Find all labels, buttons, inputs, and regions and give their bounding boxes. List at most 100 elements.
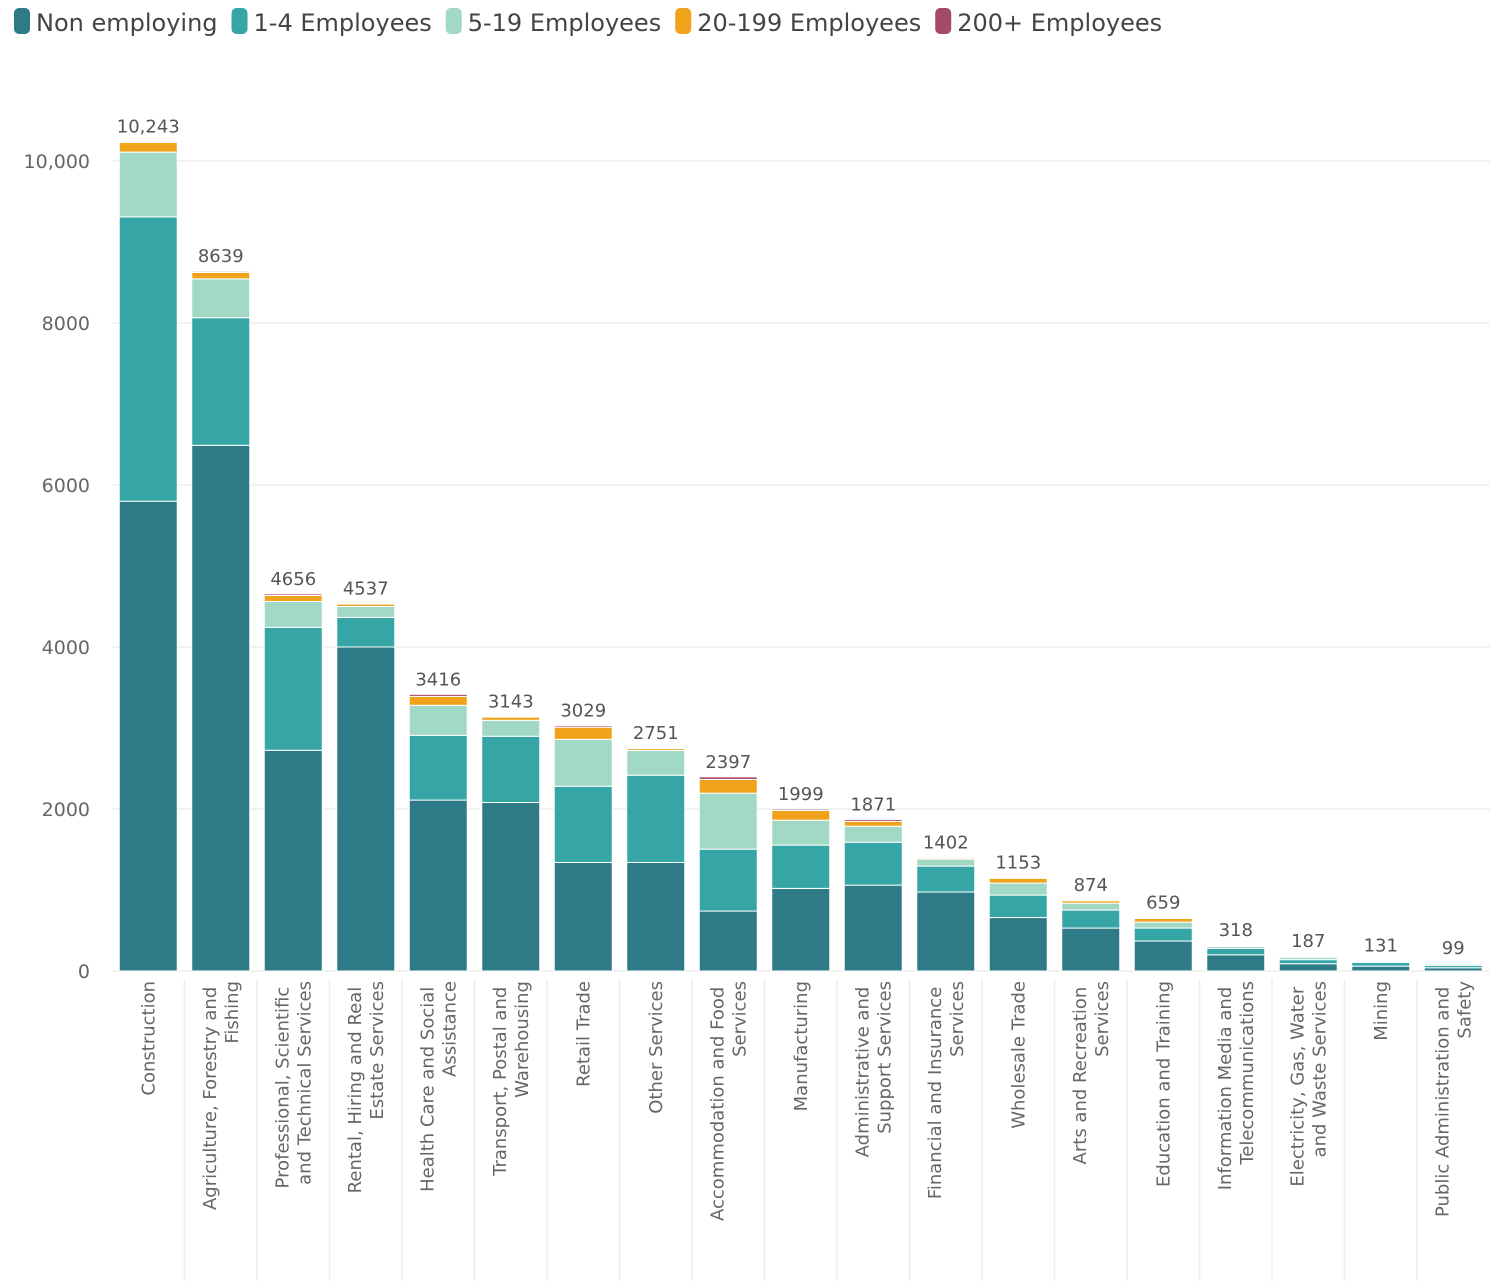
x-tick-label: Manufacturing (791, 981, 812, 1111)
bar-segment (1061, 927, 1121, 972)
bar-segment (916, 865, 976, 893)
x-tick-label: Agriculture, Forestry and Fishing (200, 981, 243, 1210)
bar-segment (1278, 963, 1338, 972)
bar-segment (626, 774, 686, 863)
legend-swatch (675, 8, 692, 34)
x-tick-label: Professional, Scientific and Technical S… (272, 981, 315, 1188)
x-tick-label: Arts and Recreation Services (1070, 981, 1113, 1164)
total-label: 3416 (415, 669, 461, 690)
total-label: 874 (1074, 875, 1108, 896)
bar-segment (263, 600, 323, 628)
bar-segment (1133, 940, 1193, 972)
x-tick-label: Accommodation and Food Services (707, 981, 750, 1221)
total-label: 1402 (923, 832, 969, 853)
total-label: 2751 (633, 723, 679, 744)
total-label: 99 (1442, 938, 1465, 959)
bar-segment (408, 704, 468, 736)
bar-segment (408, 799, 468, 972)
bar-segment (263, 594, 323, 602)
bar-segment (118, 151, 178, 218)
bar-segment (336, 603, 396, 605)
y-tick-label: 2000 (42, 799, 90, 821)
y-tick-label: 8000 (42, 313, 90, 335)
bar-segment (408, 734, 468, 801)
total-label: 3029 (560, 701, 606, 722)
bar-segment (263, 749, 323, 972)
x-tick-label: Rental, Hiring and Real Estate Services (345, 981, 388, 1193)
bar-segment (698, 778, 758, 794)
x-tick-label: Education and Training (1153, 981, 1174, 1187)
bar-segment (843, 884, 903, 972)
legend-label: Non employing (36, 9, 218, 37)
bar-segment (843, 841, 903, 886)
bar-segment (191, 271, 251, 280)
x-tick-label: Retail Trade (573, 981, 594, 1087)
bar-segment (771, 844, 831, 889)
y-tick-label: 10,000 (24, 151, 90, 173)
bar-segment (1133, 927, 1193, 942)
bar-segment (553, 738, 613, 787)
bar-segment (408, 693, 468, 697)
bar-segment (843, 825, 903, 843)
bar-segment (1206, 947, 1266, 956)
bar-segment (916, 858, 976, 867)
bar-segment (698, 848, 758, 912)
bar-segment (771, 809, 831, 821)
bar-segment (1351, 965, 1411, 972)
total-label: 10,243 (117, 116, 180, 137)
x-tick-label: Mining (1371, 981, 1392, 1041)
y-tick-label: 0 (78, 961, 90, 983)
total-label: 659 (1146, 893, 1180, 914)
legend-swatch (231, 8, 248, 34)
bar-segment (626, 861, 686, 972)
bar-segment (1061, 902, 1121, 911)
bar-segment (988, 894, 1048, 919)
bar-segment (553, 726, 613, 740)
x-tick-label: Public Administration and Safety (1432, 981, 1475, 1217)
bar-segment (481, 802, 541, 972)
y-tick-label: 6000 (42, 475, 90, 497)
x-tick-label: Transport, Postal and Warehousing (490, 981, 533, 1177)
x-tick-label: Financial and Insurance Services (925, 981, 968, 1199)
bar-segment (771, 887, 831, 972)
bar-segment (191, 317, 251, 446)
bar-segment (1351, 961, 1411, 967)
x-tick-label: Wholesale Trade (1008, 981, 1029, 1129)
legend-swatch (14, 8, 30, 34)
bar-segment (771, 808, 831, 811)
total-label: 187 (1291, 931, 1325, 952)
bar-segment (988, 917, 1048, 972)
bar-segment (553, 725, 613, 728)
y-tick-label: 4000 (42, 637, 90, 659)
total-label: 4656 (270, 569, 316, 590)
bar-segment (698, 910, 758, 972)
bar-segment (263, 593, 323, 596)
bar-segment (118, 500, 178, 972)
bar-segment (698, 776, 758, 780)
bar-segment (118, 140, 178, 143)
bar-segment (1061, 909, 1121, 929)
bar-segment (1133, 921, 1193, 929)
bar-segment (988, 882, 1048, 896)
legend-label: 20-199 Employees (697, 9, 921, 37)
bar-segment (843, 818, 903, 822)
bar-segment (191, 444, 251, 972)
bar-segment (553, 861, 613, 972)
x-tick-label: Health Care and Social Assistance (417, 981, 460, 1192)
bar-segment (263, 626, 323, 751)
bar-segment (336, 606, 396, 618)
x-tick-label: Information Media and Telecommunications (1215, 981, 1258, 1190)
bar-segment (988, 877, 1048, 879)
x-tick-label: Administrative and Support Services (852, 981, 895, 1157)
bar-segment (481, 715, 541, 718)
bar-segment (771, 819, 831, 846)
legend-label: 200+ Employees (957, 9, 1162, 37)
bar-segment (1278, 959, 1338, 965)
total-label: 1153 (995, 853, 1041, 874)
bar-segment (191, 270, 251, 273)
bar-segment (336, 646, 396, 972)
bar-segment (843, 820, 903, 827)
x-tick-label: Construction (138, 981, 159, 1096)
total-label: 2397 (705, 752, 751, 773)
